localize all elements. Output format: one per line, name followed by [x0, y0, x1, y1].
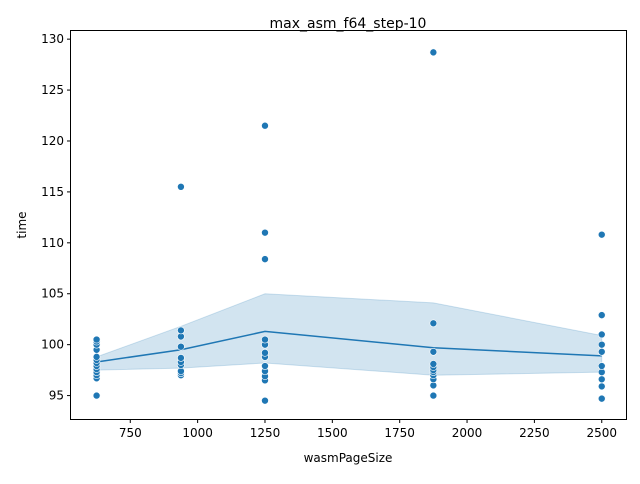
scatter-point [597, 340, 606, 349]
scatter-point [597, 230, 606, 239]
tick-layer: 750 1000 1250 1500 1750 2000 2250 2500 95 100 105 1… [41, 32, 617, 440]
mean-line-layer [96, 330, 602, 363]
scatter-point [597, 362, 606, 370]
scatter-point [261, 396, 269, 405]
scatter-point [177, 342, 185, 351]
y-tick-label: 125 [41, 83, 64, 97]
x-tick-label: 1000 [182, 426, 213, 440]
x-tick-label: 2000 [452, 426, 483, 440]
x-tick-label: 750 [119, 426, 142, 440]
scatter-point [429, 347, 438, 356]
scatter-point [261, 362, 269, 370]
scatter-point [597, 382, 606, 391]
axes-layer [70, 30, 627, 420]
scatter-point [597, 394, 606, 403]
x-tick-label: 2250 [519, 426, 550, 440]
scatter-point [92, 391, 101, 400]
scatter-point [429, 360, 438, 368]
scatter-point [261, 255, 269, 263]
y-axis-label: time [15, 211, 29, 238]
scatter-point [261, 228, 269, 237]
y-tick-label: 110 [41, 236, 64, 250]
scatter-point [177, 183, 185, 191]
scatter-point [597, 311, 606, 319]
scatter-point [92, 353, 101, 361]
y-tick-label: 120 [41, 134, 64, 148]
plot-frame [70, 30, 627, 420]
confidence-band [96, 293, 603, 376]
scatter-point [429, 48, 438, 57]
x-tick-label: 2500 [586, 426, 617, 440]
y-tick-label: 115 [41, 185, 64, 199]
scatter-point [429, 391, 438, 400]
y-tick-label: 130 [41, 32, 64, 46]
confidence-band-layer [96, 293, 603, 376]
y-tick-label: 100 [41, 338, 64, 352]
scatter-point [92, 335, 101, 344]
scatter-point [261, 335, 269, 344]
scatter-point [261, 121, 269, 130]
scatter-points-layer [92, 48, 606, 405]
mean-line [96, 330, 602, 363]
scatter-point [177, 354, 185, 362]
scatter-point [597, 347, 606, 356]
x-tick-label: 1750 [384, 426, 415, 440]
scatter-point [261, 349, 269, 357]
scatter-point [597, 375, 606, 384]
scatter-point [177, 326, 185, 335]
y-tick-label: 105 [41, 287, 64, 301]
chart-title: max_asm_f64_step-10 [270, 16, 427, 32]
scatter-point [597, 330, 606, 339]
x-tick-label: 1500 [317, 426, 348, 440]
scatter-point [429, 319, 438, 328]
x-tick-label: 1250 [250, 426, 281, 440]
y-tick-label: 95 [49, 389, 64, 403]
x-axis-label: wasmPageSize [304, 451, 393, 465]
